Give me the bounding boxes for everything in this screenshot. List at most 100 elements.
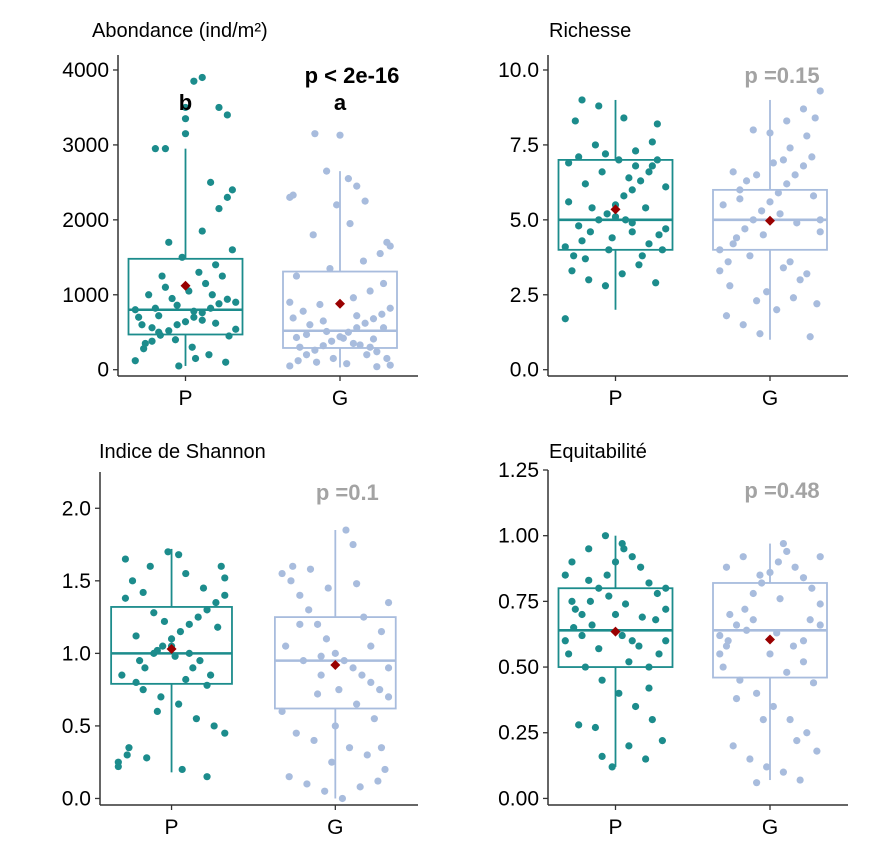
- data-point-P: [132, 678, 140, 686]
- data-point-P: [143, 754, 151, 762]
- data-point-P: [603, 210, 611, 218]
- data-point-P: [161, 283, 170, 291]
- data-point-G: [289, 562, 297, 570]
- data-point-G: [286, 362, 294, 370]
- p-value-label: p < 2e-16: [305, 63, 400, 88]
- data-point-G: [292, 272, 301, 280]
- x-tick-label: G: [332, 387, 348, 410]
- y-tick-label: 7.5: [510, 134, 539, 157]
- data-point-P: [578, 610, 586, 619]
- y-tick-label: 0.50: [498, 656, 539, 679]
- y-tick-label: 10.0: [498, 59, 539, 82]
- data-point-P: [203, 681, 211, 689]
- data-point-P: [148, 324, 156, 332]
- data-point-G: [286, 298, 294, 306]
- data-point-G: [808, 584, 816, 592]
- data-point-G: [384, 693, 393, 701]
- data-point-G: [736, 195, 744, 203]
- data-point-P: [588, 621, 596, 629]
- data-point-G: [758, 579, 766, 587]
- data-point-G: [370, 715, 378, 723]
- data-point-G: [803, 132, 811, 140]
- data-point-G: [753, 689, 761, 697]
- data-point-P: [608, 763, 616, 771]
- data-point-G: [719, 201, 727, 209]
- mean-marker: [330, 659, 341, 670]
- box-G: [273, 616, 397, 710]
- data-point-P: [225, 332, 233, 340]
- data-point-G: [816, 216, 824, 224]
- data-point-G: [383, 238, 391, 246]
- data-point-G: [766, 568, 774, 577]
- data-point-G: [776, 210, 784, 218]
- data-point-P: [141, 339, 149, 348]
- data-point-P: [628, 637, 636, 645]
- data-point-G: [302, 351, 311, 359]
- data-point-G: [349, 664, 357, 672]
- data-point-G: [791, 171, 799, 179]
- data-point-G: [378, 310, 386, 318]
- data-point-P: [578, 631, 586, 640]
- data-point-P: [132, 632, 140, 640]
- data-point-P: [215, 205, 223, 213]
- data-point-P: [631, 702, 640, 711]
- data-point-G: [338, 794, 347, 803]
- data-point-P: [561, 315, 569, 323]
- data-point-G: [324, 584, 332, 592]
- data-point-G: [287, 577, 295, 585]
- data-point-G: [319, 317, 327, 325]
- data-point-G: [344, 328, 352, 336]
- data-point-P: [181, 130, 190, 138]
- p-value-label: p =0.1: [316, 480, 379, 505]
- data-point-P: [598, 676, 606, 684]
- y-tick-label: 2.0: [62, 497, 91, 520]
- data-point-P: [645, 168, 653, 176]
- mean-marker: [765, 634, 775, 645]
- panel-richesse: Richesse 0.0 2.5 5.0 7.5 10.0 P Gp =0.15: [498, 20, 848, 410]
- mean-marker: [180, 280, 191, 291]
- data-point-G: [316, 300, 324, 309]
- data-point-G: [724, 258, 732, 266]
- data-point-G: [726, 610, 734, 619]
- data-point-G: [366, 343, 374, 351]
- data-point-P: [628, 219, 636, 227]
- data-point-G: [306, 321, 314, 329]
- data-point-P: [207, 304, 215, 312]
- data-point-P: [222, 358, 230, 366]
- x-tick-label: P: [178, 387, 192, 410]
- y-tick-label: 5.0: [510, 209, 539, 232]
- data-point-G: [716, 650, 724, 658]
- data-point-P: [212, 598, 220, 607]
- data-point-G: [774, 558, 782, 566]
- data-point-P: [205, 351, 213, 359]
- data-point-P: [136, 657, 144, 665]
- data-point-G: [299, 657, 307, 665]
- y-tick-label: 0.0: [510, 359, 539, 382]
- data-point-P: [123, 751, 131, 759]
- data-point-P: [158, 272, 166, 280]
- mean-marker: [166, 644, 177, 655]
- data-point-P: [203, 606, 211, 614]
- data-point-P: [635, 642, 643, 650]
- data-point-G: [358, 671, 366, 679]
- data-point-G: [367, 642, 375, 650]
- data-point-P: [565, 159, 573, 167]
- data-point-P: [138, 321, 146, 329]
- data-point-P: [615, 689, 623, 697]
- data-point-G: [311, 130, 319, 138]
- data-point-P: [658, 737, 666, 745]
- data-point-G: [779, 156, 787, 164]
- data-point-G: [317, 671, 325, 679]
- data-point-P: [192, 715, 200, 723]
- y-tick-label: 0.5: [62, 715, 91, 738]
- data-point-P: [575, 153, 583, 161]
- data-point-G: [317, 652, 325, 660]
- data-point-G: [776, 595, 784, 603]
- data-point-G: [756, 571, 764, 579]
- data-point-P: [135, 313, 143, 321]
- y-tick-label: 0.0: [62, 787, 91, 810]
- data-point-G: [353, 182, 361, 190]
- data-point-G: [328, 337, 336, 345]
- data-point-G: [296, 591, 304, 599]
- data-point-P: [570, 252, 578, 260]
